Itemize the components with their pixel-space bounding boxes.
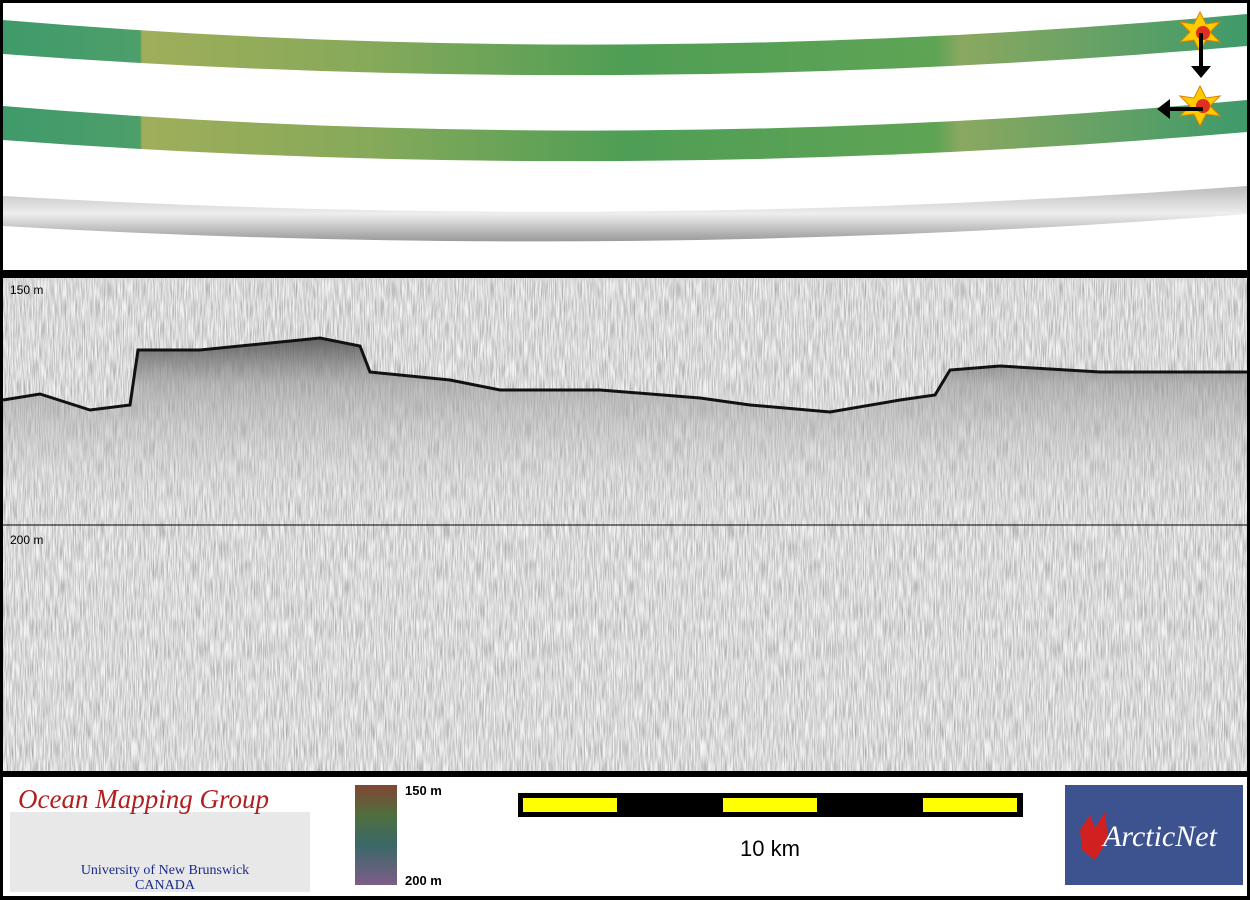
omg-subtitle: University of New Brunswick: [81, 863, 249, 878]
seafloor: [2, 336, 1247, 414]
depth-label: 200 m: [10, 533, 43, 547]
scale-segment: [923, 798, 1017, 812]
swath-strip: [3, 100, 1247, 162]
scale-segment: [523, 798, 617, 812]
colorbar-label: 150 m: [405, 783, 442, 798]
colorbar-label: 200 m: [405, 873, 442, 888]
omg-logo-bg: [10, 812, 310, 892]
colorbar: [355, 785, 397, 885]
omg-country: CANADA: [135, 878, 196, 893]
swath-strip: [3, 14, 1247, 76]
colorbar-shade: [355, 785, 397, 885]
maple-leaf: [1080, 812, 1108, 860]
omg-title: Ocean Mapping Group: [18, 784, 269, 814]
scale-segment: [723, 798, 817, 812]
markers: [1157, 10, 1222, 128]
arcticnet-text: ArcticNet: [1101, 820, 1218, 853]
backscatter-strip: [3, 186, 1247, 242]
scale-label: 10 km: [740, 836, 800, 861]
sub-bottom: [3, 338, 1247, 525]
depth-label: 150 m: [10, 283, 43, 297]
